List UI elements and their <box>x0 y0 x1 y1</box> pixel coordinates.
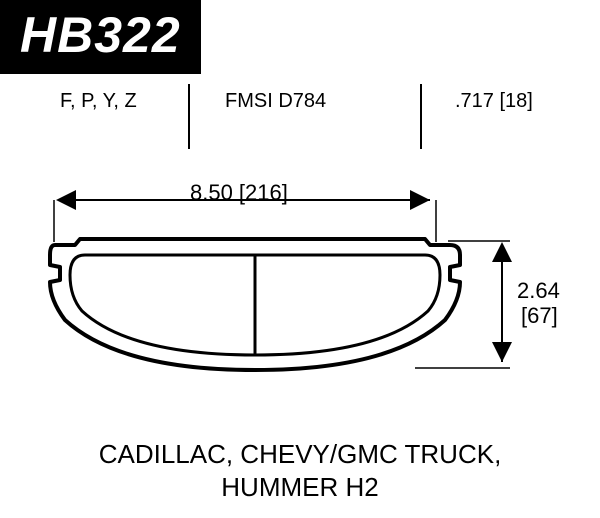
width-dimension-label: 8.50 [216] <box>190 180 288 206</box>
vehicle-applications: CADILLAC, CHEVY/GMC TRUCK, HUMMER H2 <box>0 438 600 503</box>
footer-line-2: HUMMER H2 <box>0 471 600 504</box>
height-dimension-top: 2.64 <box>517 278 560 304</box>
brake-pad-diagram <box>30 225 480 395</box>
footer-line-1: CADILLAC, CHEVY/GMC TRUCK, <box>0 438 600 471</box>
height-dimension-bottom: [67] <box>521 303 558 329</box>
